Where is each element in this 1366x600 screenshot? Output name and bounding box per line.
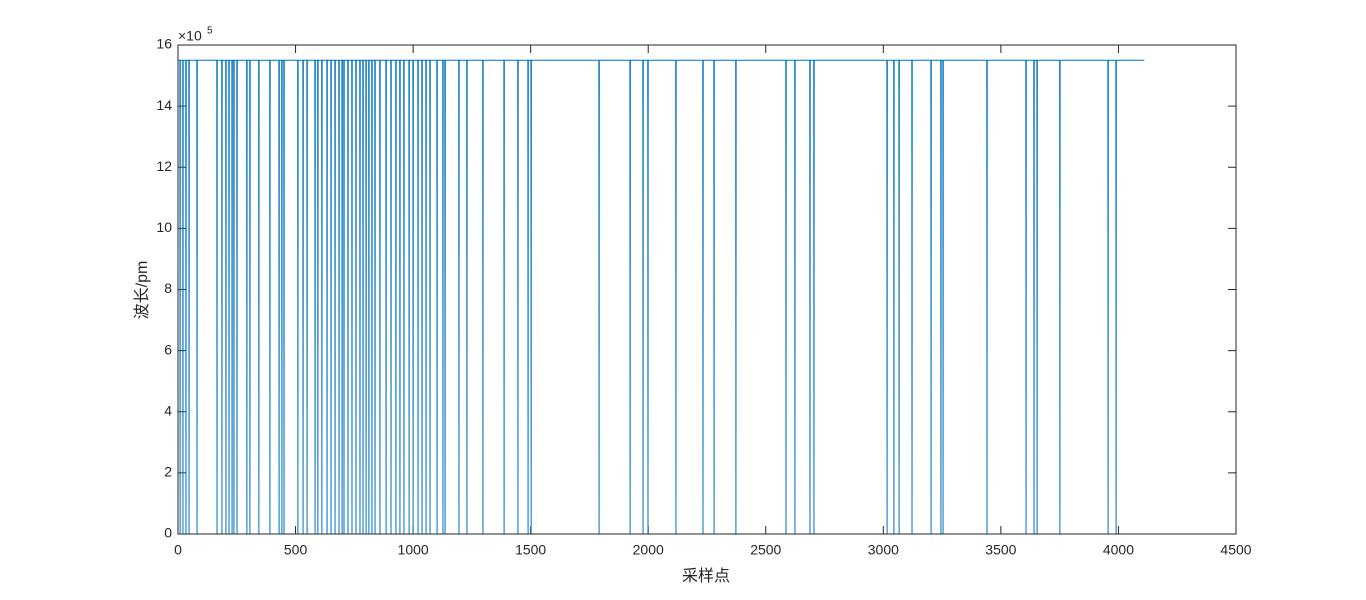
- y-exponent: 5: [207, 26, 213, 37]
- y-tick-label: 14: [156, 97, 172, 113]
- axes-box: [177, 44, 1237, 535]
- y-exponent-base: ×10: [178, 28, 202, 44]
- x-tick-label: 1500: [515, 542, 546, 558]
- x-axis-label: 采样点: [682, 567, 730, 585]
- x-tick-label: 3000: [868, 542, 899, 558]
- y-tick-label: 4: [164, 402, 172, 418]
- y-tick-label: 2: [164, 464, 172, 480]
- y-axis-label: 波长/pm: [133, 261, 151, 320]
- x-tick-label: 500: [284, 542, 308, 558]
- x-tick-label: 1000: [398, 542, 429, 558]
- x-tick-label: 2500: [750, 542, 781, 558]
- data-line: [178, 59, 1145, 535]
- x-tick-label: 0: [174, 542, 182, 558]
- x-tick-label: 4000: [1103, 542, 1134, 558]
- y-tick-label: 16: [156, 36, 172, 52]
- plot-area: [178, 45, 1236, 534]
- y-tick-label: 6: [164, 341, 172, 357]
- y-tick-label: 0: [164, 525, 172, 541]
- y-tick-label: 10: [156, 219, 172, 235]
- x-tick-label: 2000: [633, 542, 664, 558]
- y-tick-label: 12: [156, 158, 172, 174]
- x-tick-label: 3500: [985, 542, 1016, 558]
- y-tick-label: 8: [164, 280, 172, 296]
- x-tick-label: 4500: [1220, 542, 1251, 558]
